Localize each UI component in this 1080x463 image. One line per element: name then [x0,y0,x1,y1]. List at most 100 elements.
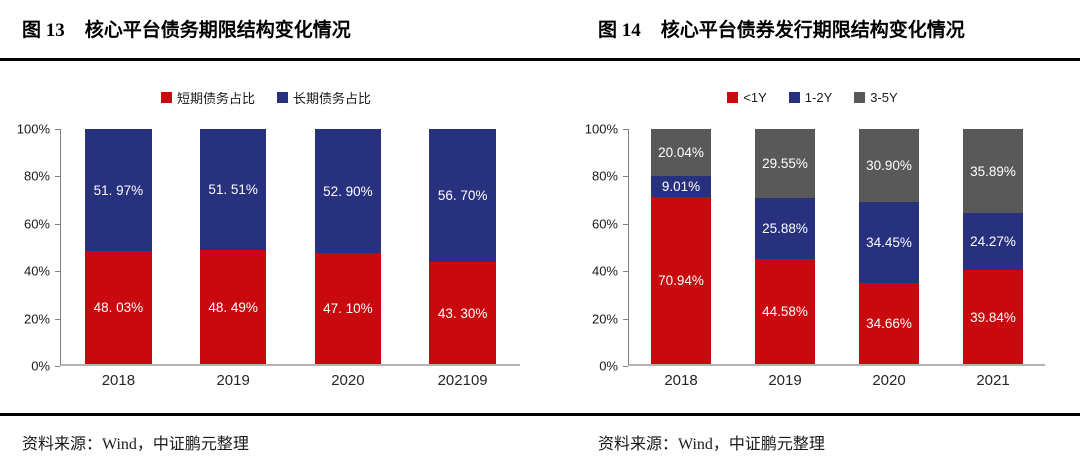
figure14-chart: <1Y 1-2Y 3-5Y 0% 20% 40% 60% 80% 100% 70.94% 9.0… [540,61,1080,413]
bar-segment: 51. 51% [199,129,267,251]
figure14-title: 图 14 核心平台债券发行期限结构变化情况 [540,0,1080,58]
y-tick-mark [623,129,628,130]
legend-item: 长期债务占比 [277,88,371,107]
legend-label: <1Y [743,89,767,105]
y-tick-label: 100% [584,121,618,137]
plot-wrap: 0% 20% 40% 60% 80% 100% 48. 03% 51. 97% 2018 48.… [12,122,520,389]
legend-item: 3-5Y [854,89,898,105]
y-axis: 0% 20% 40% 60% 80% 100% [12,122,60,374]
bar-segment: 48. 49% [199,250,267,364]
legend-swatch-icon [727,91,739,103]
legend: 短期债务占比 长期债务占比 [12,88,520,107]
x-tick-label: 2019 [768,372,802,389]
figure13-title-text: 核心平台债务期限结构变化情况 [84,20,351,41]
stacked-bar: 48. 49% 51. 51% [199,129,267,364]
y-tick-mark [55,176,60,178]
bar-slot: 47. 10% 52. 90% 2020 [291,129,406,389]
y-tick-mark [623,318,628,320]
figure-titles-row: 图 13 核心平台债务期限结构变化情况 图 14 核心平台债券发行期限结构变化情况 [0,0,1080,58]
legend: <1Y 1-2Y 3-5Y [580,89,1045,105]
bar-slot: 70.94% 9.01% 20.04% 2018 [629,129,733,389]
legend-item: <1Y [727,90,767,105]
y-tick-mark [55,271,60,273]
stacked-bar: 43. 30% 56. 70% [429,129,496,364]
y-tick-label: 0% [599,358,618,374]
charts-row: 短期债务占比 长期债务占比 0% 20% 40% 60% 80% 100% 48. 03% 5… [0,61,1080,413]
plot: 48. 03% 51. 97% 2018 48. 49% 51. 51% 2019 47. … [60,129,520,389]
legend-item: 1-2Y [788,89,833,105]
y-tick-mark [55,318,60,320]
y-tick-label: 80% [23,168,50,184]
plot: 70.94% 9.01% 20.04% 2018 44.58% 25.88% 29.55% 2… [628,129,1045,389]
bar-slot: 44.58% 25.88% 29.55% 2019 [733,129,837,389]
y-tick-mark [623,271,628,273]
y-axis: 0% 20% 40% 60% 80% 100% [580,122,628,374]
x-tick-label: 2020 [331,372,365,389]
source-note: 资料来源：Wind，中证鹏元整理 [22,436,249,453]
bar-segment: 25.88% [754,198,816,260]
figure14-title-text: 核心平台债券发行期限结构变化情况 [660,20,965,41]
y-tick-mark [623,223,628,225]
x-tick-label: 202109 [437,372,488,389]
x-tick-label: 2018 [664,372,698,389]
figure13-source: 资料来源：Wind，中证鹏元整理 [0,416,540,463]
stacked-bar: 47. 10% 52. 90% [314,129,382,364]
bar-segment: 43. 30% [429,262,496,364]
y-tick-mark [623,176,628,178]
x-tick-label: 2021 [976,372,1010,389]
bar-slot: 39.84% 24.27% 35.89% 2021 [941,129,1045,389]
bar-segment: 35.89% [962,129,1024,214]
legend-item: 短期债务占比 [160,88,255,107]
legend-swatch-icon [788,91,800,103]
y-tick-label: 60% [23,216,50,232]
figure13-title: 图 13 核心平台债务期限结构变化情况 [0,0,540,58]
source-note: 资料来源：Wind，中证鹏元整理 [598,436,825,453]
stacked-bar: 44.58% 25.88% 29.55% [754,129,816,364]
top-divider-line [0,58,1080,61]
legend-swatch-icon [160,91,172,103]
y-tick-label: 60% [591,216,618,232]
legend-label: 长期债务占比 [293,90,372,106]
figure13-number: 图 13 [22,20,65,41]
figure14-number: 图 14 [598,20,641,41]
bar-slot: 48. 03% 51. 97% 2018 [61,129,176,389]
bar-segment: 29.55% [754,129,816,199]
legend-label: 短期债务占比 [176,90,255,106]
legend-label: 1-2Y [804,89,833,105]
stacked-bar: 48. 03% 51. 97% [85,129,152,364]
x-tick-label: 2020 [872,372,906,389]
bar-segment: 30.90% [858,129,920,202]
x-tick-label: 2018 [101,372,136,389]
stacked-bar: 70.94% 9.01% 20.04% [650,129,712,364]
bar-segment: 52. 90% [314,129,382,254]
y-tick-mark [55,129,60,130]
bar-segment: 56. 70% [429,129,496,263]
y-tick-mark [55,366,60,367]
y-tick-mark [623,366,628,367]
y-tick-mark [55,223,60,225]
y-tick-label: 40% [591,263,618,279]
bar-segment: 47. 10% [314,253,382,364]
y-tick-label: 20% [23,311,50,327]
bottom-divider-line [0,413,1080,416]
plot-wrap: 0% 20% 40% 60% 80% 100% 70.94% 9.01% 20.04% 2018… [580,122,1045,389]
x-tick-label: 2019 [216,372,250,389]
y-tick-label: 20% [591,311,618,327]
y-tick-label: 0% [31,358,50,374]
legend-swatch-icon [277,91,288,103]
bar-segment: 9.01% [650,176,712,198]
legend-label: 3-5Y [870,89,898,105]
bar-segment: 34.66% [858,282,920,364]
bar-slot: 48. 49% 51. 51% 2019 [176,129,291,389]
bar-segment: 51. 97% [85,129,152,252]
bar-slot: 34.66% 34.45% 30.90% 2020 [837,129,941,389]
source-row: 资料来源：Wind，中证鹏元整理 资料来源：Wind，中证鹏元整理 [0,416,1080,463]
figure14-source: 资料来源：Wind，中证鹏元整理 [540,416,1080,463]
y-tick-label: 40% [23,263,50,279]
bar-segment: 34.45% [858,201,920,283]
bar-segment: 39.84% [962,270,1024,364]
legend-swatch-icon [854,91,866,103]
bar-segment: 70.94% [650,197,712,364]
stacked-bar: 39.84% 24.27% 35.89% [962,129,1024,364]
